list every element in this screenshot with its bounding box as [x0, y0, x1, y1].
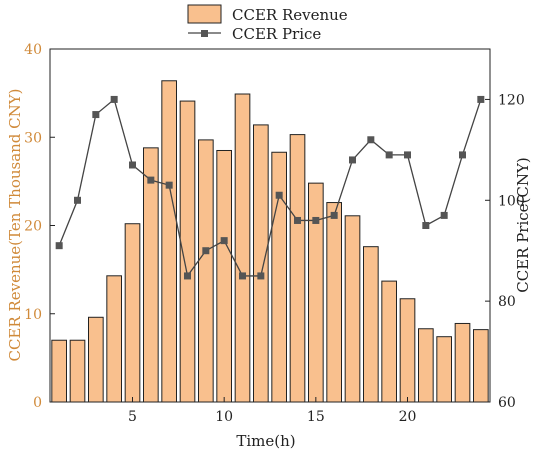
revenue-bar	[143, 147, 159, 403]
y-right-tick-label: 80	[498, 294, 516, 310]
revenue-bar	[253, 124, 269, 403]
price-marker	[220, 237, 228, 245]
revenue-bar	[216, 149, 233, 403]
bars-layer	[51, 80, 489, 403]
y-right-tick-label: 100	[498, 193, 525, 209]
revenue-bar	[381, 280, 397, 403]
revenue-bar	[399, 298, 416, 403]
y-left-tick-label: 0	[33, 395, 42, 411]
revenue-bar	[363, 246, 379, 403]
revenue-bar	[88, 316, 104, 403]
price-marker	[459, 151, 466, 159]
price-marker	[110, 95, 118, 103]
y-axis-right: 60 80 100 120	[485, 92, 525, 411]
revenue-bar	[473, 329, 489, 403]
revenue-bar	[198, 139, 214, 403]
legend-price-label: CCER Price	[232, 25, 321, 43]
price-marker	[92, 111, 100, 119]
revenue-bar	[234, 93, 251, 403]
price-marker	[330, 211, 338, 219]
legend: CCER Revenue CCER Price	[187, 4, 348, 43]
revenue-bar	[51, 339, 68, 403]
price-marker	[367, 136, 375, 144]
price-line	[58, 98, 482, 278]
x-axis-title: Time(h)	[236, 432, 295, 450]
price-marker	[404, 151, 411, 159]
y-left-tick-label: 40	[24, 42, 42, 58]
revenue-bar	[344, 215, 361, 403]
x-tick-label: 10	[215, 409, 233, 425]
revenue-bar	[161, 80, 178, 403]
price-marker	[239, 272, 246, 280]
price-marker	[422, 222, 430, 229]
y-left-tick-label: 20	[24, 219, 42, 235]
price-marker	[349, 156, 356, 164]
y-left-tick-label: 10	[24, 307, 42, 323]
y-left-tick-label: 30	[24, 130, 42, 146]
y-axis-left-title: CCER Revenue(Ten Thousand CNY)	[6, 88, 24, 361]
price-marker	[294, 216, 301, 224]
legend-price-marker	[201, 30, 208, 37]
x-tick-label: 15	[307, 409, 325, 425]
x-axis: 5 10 15 20	[128, 397, 416, 425]
revenue-bar	[106, 275, 123, 403]
revenue-bar	[308, 182, 324, 403]
price-line-layer	[55, 95, 485, 280]
y-axis-right-title: CCER Price(CNY)	[514, 157, 532, 293]
legend-revenue-label: CCER Revenue	[232, 6, 348, 24]
price-marker	[55, 242, 63, 250]
price-marker	[147, 176, 155, 184]
revenue-bar	[454, 322, 471, 403]
y-right-tick-label: 60	[498, 395, 516, 411]
revenue-bar	[271, 151, 287, 403]
price-marker	[385, 151, 393, 159]
y-right-tick-label: 120	[498, 92, 525, 108]
price-marker	[257, 272, 265, 280]
price-marker	[129, 161, 136, 169]
price-marker	[275, 191, 283, 199]
revenue-bar	[418, 328, 434, 403]
price-marker	[312, 216, 320, 224]
legend-revenue-swatch	[187, 4, 222, 24]
revenue-bar	[436, 336, 452, 403]
price-marker	[184, 272, 191, 280]
y-axis-left: 0 10 20 30 40	[24, 42, 55, 411]
price-marker	[202, 247, 210, 255]
price-marker	[477, 95, 485, 103]
revenue-bar	[289, 134, 306, 403]
price-marker	[74, 196, 81, 204]
price-marker	[440, 211, 448, 219]
x-tick-label: 20	[399, 409, 417, 425]
revenue-bar	[124, 223, 141, 403]
revenue-bar	[326, 202, 342, 403]
revenue-bar	[69, 339, 86, 403]
price-marker	[165, 181, 173, 189]
x-tick-label: 5	[128, 409, 137, 425]
